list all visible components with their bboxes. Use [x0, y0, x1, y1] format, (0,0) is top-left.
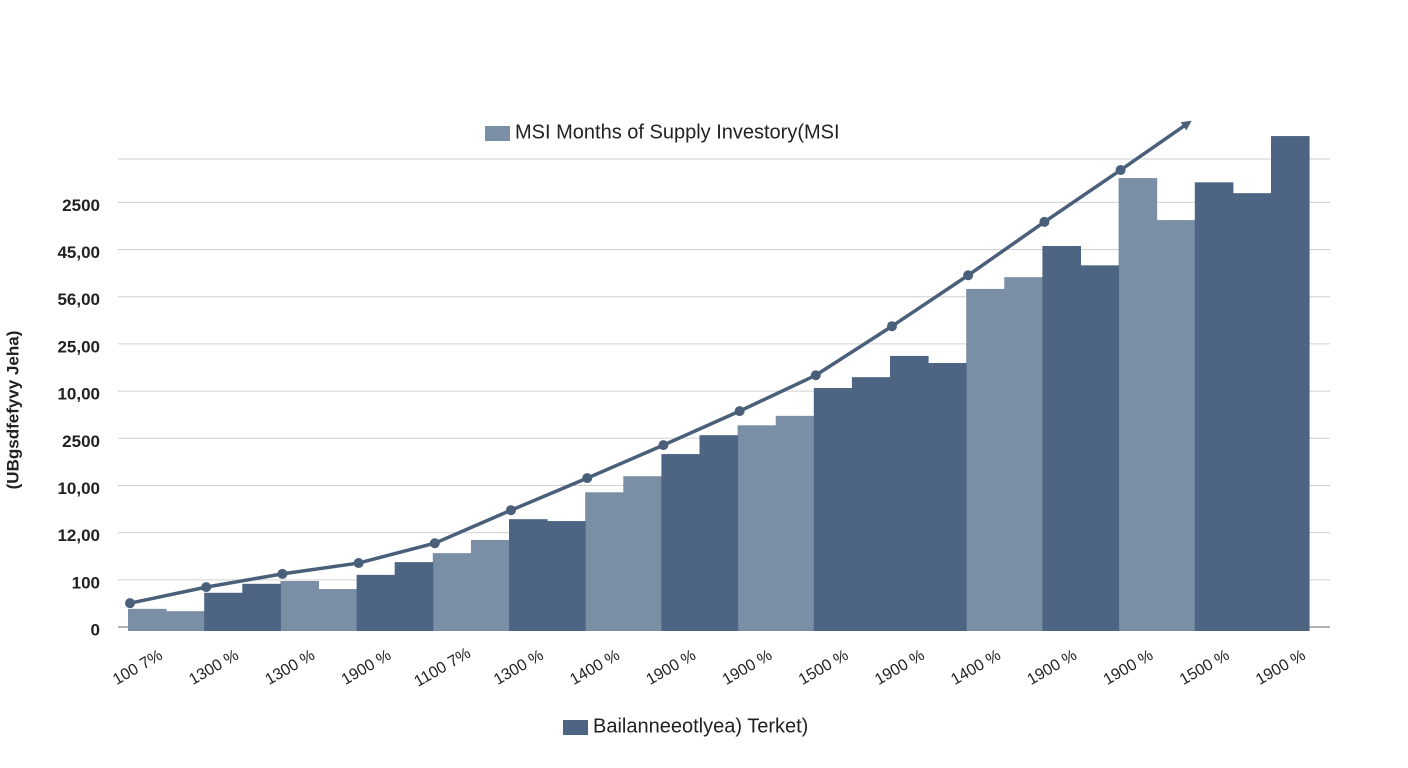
trend-point [887, 321, 897, 332]
trend-point [734, 406, 745, 417]
trend-point [582, 473, 593, 484]
x-tick-label: 1300 % [263, 647, 319, 689]
trend-point [963, 270, 974, 281]
x-tick-label: 100 7% [110, 647, 166, 689]
x-tick-label: 1900 % [1253, 647, 1309, 689]
x-tick-label: 1500 % [1177, 647, 1233, 689]
bar [166, 611, 205, 631]
bar [890, 355, 929, 631]
bar [356, 574, 396, 631]
x-tick-label: 1900 % [1025, 647, 1081, 689]
x-tick-label: 1400 % [567, 647, 623, 689]
bar [1194, 182, 1234, 631]
trend-point [353, 558, 364, 569]
x-tick-label: 1900 % [644, 647, 700, 689]
bar [813, 388, 853, 631]
bar [1118, 178, 1158, 631]
trend-point [658, 440, 669, 451]
x-tick-label: 1100 7% [412, 645, 474, 691]
y-tick-label: 45,00 [57, 243, 100, 262]
trend-point [1039, 216, 1050, 227]
bar [775, 415, 815, 631]
bar [1156, 220, 1196, 631]
bar [128, 608, 167, 631]
x-tick-label: 1900 % [720, 647, 776, 689]
y-tick-label: 10,00 [57, 479, 100, 498]
bar [928, 363, 967, 631]
bar [280, 580, 319, 631]
y-tick-label: 12,00 [57, 526, 100, 545]
bar [737, 425, 777, 631]
trend-point [201, 582, 212, 593]
bar [1004, 277, 1043, 631]
legend-swatch [563, 720, 588, 735]
bar [509, 519, 548, 631]
x-tick-label: 1900 % [339, 647, 395, 689]
x-tick-label: 1300 % [186, 647, 242, 689]
y-tick-label: 56,00 [57, 290, 100, 309]
bar [394, 562, 434, 631]
bar [318, 589, 358, 631]
trend-point [1115, 165, 1126, 176]
bar [547, 521, 586, 631]
y-axis-title: (UBgsdfefyvy Jeha) [3, 331, 22, 490]
y-tick-label: 2500 [62, 196, 100, 215]
trend-point [810, 370, 821, 381]
legend-label: Bailanneeotlyea) Terket) [593, 715, 808, 737]
bar [661, 454, 700, 631]
bar [1080, 265, 1120, 631]
y-tick-label: 10,00 [57, 385, 100, 404]
x-tick-label: 1400 % [948, 647, 1004, 689]
bar [1042, 245, 1081, 631]
bar [699, 435, 739, 631]
trend-point [125, 598, 135, 609]
bar [585, 492, 624, 631]
y-tick-label: 25,00 [57, 337, 100, 356]
bar [623, 476, 662, 631]
x-tick-label: 1500 % [796, 647, 852, 689]
bar [851, 377, 891, 631]
y-tick-label: 2500 [62, 432, 100, 451]
bar [204, 592, 243, 631]
trend-point [277, 568, 288, 579]
y-tick-label: 0 [91, 620, 100, 639]
bar [242, 583, 281, 631]
trend-point [506, 505, 516, 516]
bar [432, 553, 472, 631]
trend-point [429, 538, 440, 549]
bar [1271, 136, 1310, 631]
x-tick-label: 1900 % [872, 647, 928, 689]
x-tick-label: 1300 % [491, 647, 547, 689]
legend-label: MSI Months of Supply Investory(MSI [515, 121, 840, 143]
legend-swatch [485, 126, 510, 141]
bar [1232, 193, 1272, 632]
y-tick-label: 100 [72, 573, 100, 592]
bar [470, 539, 510, 631]
bar [966, 288, 1005, 631]
x-tick-label: 1900 % [1101, 647, 1157, 689]
